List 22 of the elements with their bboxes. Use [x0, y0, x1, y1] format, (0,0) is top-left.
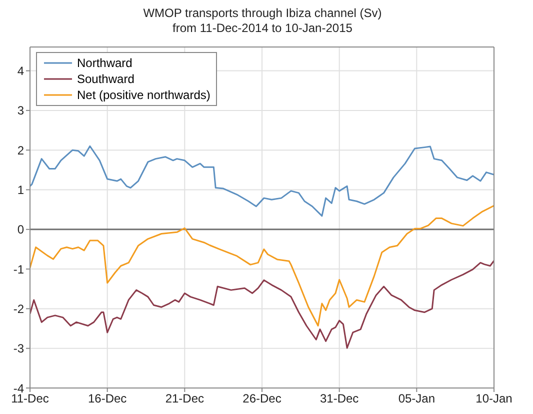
- x-tick-label: 10-Jan: [476, 392, 512, 406]
- y-tick-label: -2: [13, 302, 24, 316]
- line-series: [30, 145, 494, 217]
- x-tick-label: 16-Dec: [88, 392, 127, 406]
- y-tick-label: 4: [17, 64, 24, 78]
- x-tick-label: 26-Dec: [242, 392, 282, 406]
- legend-label: Southward: [77, 72, 134, 86]
- y-tick-label: 1: [17, 183, 24, 198]
- x-tick-label: 21-Dec: [165, 392, 204, 406]
- y-tick-label: 2: [17, 143, 24, 158]
- legend-label: Northward: [77, 56, 132, 70]
- chart-title: WMOP transports through Ibiza channel (Sv): [142, 6, 383, 21]
- x-tick-label: 05-Jan: [398, 392, 436, 406]
- y-tick-label: 3: [17, 104, 24, 118]
- y-tick-label: 0: [17, 222, 24, 237]
- line-series: [30, 204, 494, 326]
- line-series: [30, 260, 494, 349]
- y-tick-label: -1: [13, 262, 24, 276]
- y-tick-label: -3: [13, 342, 24, 356]
- x-tick-label: 31-Dec: [320, 392, 359, 406]
- chart-subtitle: from 11-Dec-2014 to 10-Jan-2015: [172, 21, 354, 36]
- legend-label: Net (positive northwards): [77, 88, 210, 102]
